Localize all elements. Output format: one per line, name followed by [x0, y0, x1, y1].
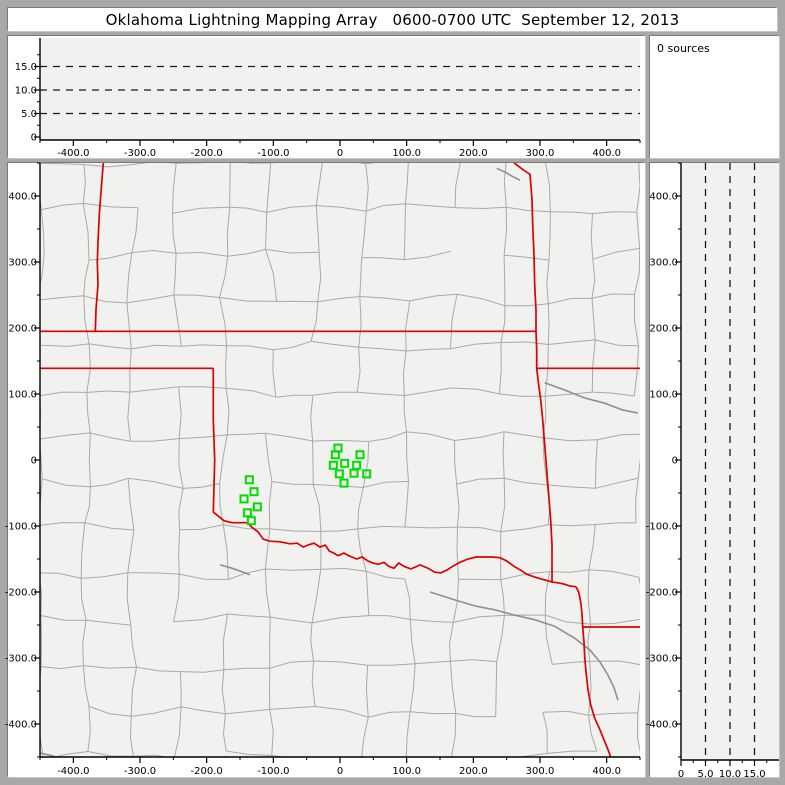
station-marker	[349, 468, 359, 478]
river-lines	[40, 167, 639, 757]
station-marker	[239, 494, 249, 504]
tick-label: 0	[337, 766, 343, 777]
tick-label: -100.0	[5, 522, 37, 533]
tick-label: 100.0	[8, 390, 37, 401]
tick-label: 200.0	[649, 324, 678, 335]
tick-label: 100.0	[392, 766, 421, 777]
tick-label: 300.0	[526, 148, 555, 159]
tick-label: 15.0	[743, 769, 765, 780]
tick-label: -300.0	[124, 766, 156, 777]
tick-label: 0	[31, 133, 37, 144]
tick-label: -300.0	[646, 654, 678, 665]
station-markers	[239, 443, 372, 526]
tick-label: 0	[31, 456, 37, 467]
alt-ew-plot-background	[40, 38, 640, 140]
county-lines	[40, 163, 640, 757]
ks-mo-ok-ar-border	[513, 163, 553, 583]
tick-label: 300.0	[526, 766, 555, 777]
x-axis: 0 5.0 10.0 15.0	[678, 760, 768, 780]
tick-label: -300.0	[124, 148, 156, 159]
tick-label: -100.0	[257, 148, 289, 159]
tx-la-border	[581, 626, 612, 757]
tick-label: 400.0	[649, 192, 678, 203]
tick-label: 400.0	[8, 192, 37, 203]
station-marker	[334, 469, 344, 479]
map-plot-background	[40, 163, 640, 757]
tick-label: -200.0	[191, 148, 223, 159]
tick-label: 300.0	[8, 258, 37, 269]
altitude-ew-panel: 0 5.0 10.0 15.0 -400.0 -300.0 -200.0 -100.0 0 100…	[8, 36, 645, 159]
tick-label: 5.0	[698, 769, 714, 780]
x-axis: -400.0 -300.0 -200.0 -100.0 0 100.0 200.0 300.0…	[39, 757, 641, 777]
tick-label: 100.0	[649, 390, 678, 401]
plan-view-panel: -400.0 -300.0 -200.0 -100.0 0 100.0 200.0 300.0…	[5, 162, 645, 777]
tick-label: 200.0	[459, 766, 488, 777]
tick-label: 5.0	[21, 109, 37, 120]
tick-label: -400.0	[57, 766, 89, 777]
tick-label: -400.0	[5, 720, 37, 731]
tick-label: -400.0	[57, 148, 89, 159]
state-border-lines	[40, 163, 640, 757]
station-marker	[339, 478, 349, 488]
y-axis: -400.0 -300.0 -200.0 -100.0 0 100.0 200.0 300.0…	[646, 162, 681, 758]
sources-panel: 0 sources	[650, 36, 779, 158]
y-axis: -400.0 -300.0 -200.0 -100.0 0 100.0 200.0 300.0…	[5, 162, 40, 758]
tick-label: -200.0	[5, 588, 37, 599]
tick-label: 400.0	[592, 148, 621, 159]
tick-label: -200.0	[646, 588, 678, 599]
sources-count-label: 0 sources	[657, 42, 710, 55]
tx-ok-100th-meridian	[212, 368, 216, 513]
station-marker	[252, 502, 262, 512]
tx-ar-border	[575, 586, 584, 628]
x-axis: -400.0 -300.0 -200.0 -100.0 0 100.0 200.0 300.0…	[39, 140, 641, 159]
station-marker	[328, 460, 338, 470]
dashed-altitude-gridlines	[40, 65, 640, 115]
tick-label: 200.0	[459, 148, 488, 159]
station-marker	[355, 450, 365, 460]
tick-label: 100.0	[392, 148, 421, 159]
tick-label: 200.0	[8, 324, 37, 335]
title-text: Oklahoma Lightning Mapping Array 0600-07…	[105, 10, 680, 29]
tick-label: -100.0	[257, 766, 289, 777]
station-marker	[362, 469, 372, 479]
altitude-ns-plot: 0 5.0 10.0 15.0 -400.0 -300.0 -200.0 -100.0 0 100…	[646, 162, 779, 780]
tick-label: -200.0	[191, 766, 223, 777]
station-marker	[249, 487, 259, 497]
altitude-ns-panel: 0 5.0 10.0 15.0 -400.0 -300.0 -200.0 -100.0 0 100…	[646, 162, 779, 780]
tick-label: 0	[678, 769, 684, 780]
plan-view-map: -400.0 -300.0 -200.0 -100.0 0 100.0 200.0 300.0…	[5, 162, 641, 777]
window-title: Oklahoma Lightning Mapping Array 0600-07…	[8, 8, 777, 31]
tick-label: -300.0	[5, 654, 37, 665]
tick-label: 400.0	[592, 766, 621, 777]
nm-tx-border	[94, 163, 105, 332]
tick-label: -400.0	[646, 720, 678, 731]
tick-label: 300.0	[649, 258, 678, 269]
station-marker	[340, 458, 350, 468]
tick-label: -100.0	[646, 522, 678, 533]
red-river	[212, 511, 577, 588]
station-marker	[246, 516, 256, 526]
altitude-ew-plot: 0 5.0 10.0 15.0 -400.0 -300.0 -200.0 -100.0 0 100…	[15, 38, 641, 159]
tick-label: 0	[337, 148, 343, 159]
tick-label: 10.0	[15, 86, 37, 97]
station-marker	[244, 475, 254, 485]
tick-label: 10.0	[719, 769, 741, 780]
y-axis: 0 5.0 10.0 15.0	[15, 54, 40, 144]
tick-label: 15.0	[15, 62, 37, 73]
dashed-altitude-gridlines	[704, 163, 756, 760]
tick-label: 0	[672, 456, 678, 467]
station-marker	[330, 450, 340, 460]
